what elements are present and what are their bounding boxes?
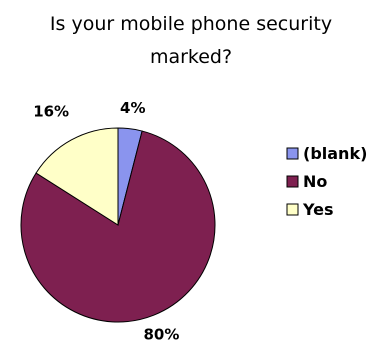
legend-label-yes: Yes: [302, 200, 334, 219]
pie-slices: [20, 127, 216, 323]
chart-title-line-1: Is your mobile phone security: [50, 13, 332, 35]
data-label-blank: 4%: [120, 99, 145, 117]
pie-slice-no: [20, 130, 216, 323]
legend-swatch-blank: [286, 147, 299, 160]
chart-legend: (blank) No Yes: [286, 144, 367, 219]
legend-label-blank: (blank): [303, 144, 367, 163]
chart-title-line-2: marked?: [150, 46, 232, 68]
legend-label-no: No: [303, 172, 327, 191]
legend-swatch-no: [286, 175, 299, 188]
pie-slice-yes: [35, 127, 119, 226]
legend-swatch-yes: [286, 203, 299, 216]
data-label-no: 80%: [143, 326, 179, 344]
data-label-yes: 16%: [33, 103, 69, 121]
pie-data-labels: 4% 80% 16%: [33, 99, 179, 344]
